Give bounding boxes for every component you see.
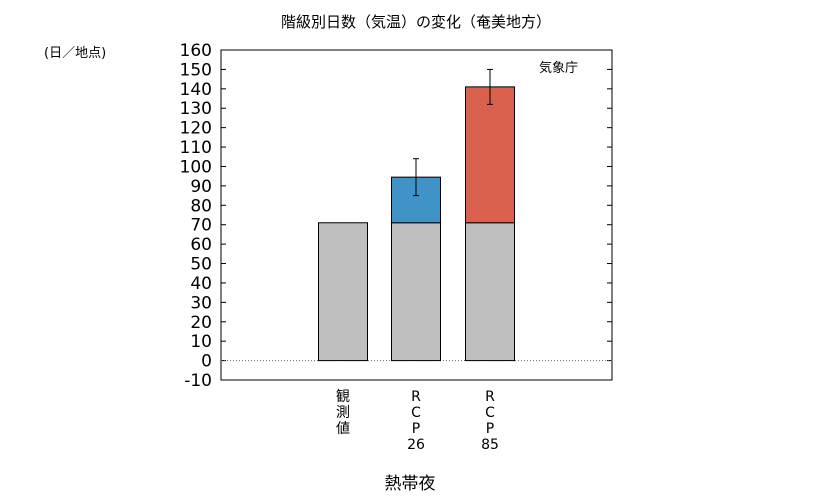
bar-segment bbox=[465, 222, 515, 362]
y-tick-label: -10 bbox=[184, 371, 212, 391]
plot-frame bbox=[220, 49, 613, 381]
y-tick-label: 80 bbox=[190, 196, 212, 216]
y-tick-label: 30 bbox=[190, 293, 212, 313]
bar-segment bbox=[318, 222, 368, 362]
category-label-line: 26 bbox=[407, 437, 425, 453]
category-label-line: 観 bbox=[336, 388, 350, 405]
y-tick-label: 100 bbox=[180, 157, 212, 177]
y-tick-label: 50 bbox=[190, 255, 212, 275]
source-label: 気象庁 bbox=[539, 60, 578, 76]
category-label-line: C bbox=[411, 405, 421, 421]
y-tick-label: 60 bbox=[190, 235, 212, 255]
category-label-line: 値 bbox=[336, 421, 350, 437]
y-axis-ticks: -100102030405060708090100110120130140150… bbox=[180, 41, 612, 391]
x-axis-label: 熱帯夜 bbox=[385, 474, 436, 494]
y-tick-label: 10 bbox=[190, 332, 212, 352]
category-label-line: P bbox=[486, 421, 494, 437]
bars-group bbox=[318, 86, 515, 362]
y-tick-label: 20 bbox=[190, 313, 212, 333]
y-tick-label: 70 bbox=[190, 216, 212, 236]
bar-segment bbox=[391, 222, 441, 362]
y-tick-label: 40 bbox=[190, 274, 212, 294]
category-label-line: 85 bbox=[481, 437, 499, 453]
category-label-line: R bbox=[485, 389, 495, 405]
y-tick-label: 130 bbox=[180, 99, 212, 119]
chart-title: 階級別日数（気温）の変化（奄美地方） bbox=[281, 13, 551, 31]
y-tick-label: 90 bbox=[190, 177, 212, 197]
y-tick-label: 160 bbox=[180, 41, 212, 61]
category-label-line: C bbox=[485, 405, 495, 421]
bar-segment bbox=[465, 86, 515, 224]
category-label-line: 測 bbox=[336, 405, 350, 421]
error-bars-group bbox=[413, 68, 493, 197]
y-tick-label: 120 bbox=[180, 119, 212, 139]
y-tick-label: 150 bbox=[180, 60, 212, 80]
y-tick-label: 0 bbox=[201, 352, 212, 372]
category-label-line: R bbox=[411, 389, 421, 405]
y-axis-unit-label: (日／地点) bbox=[44, 46, 106, 61]
y-tick-label: 110 bbox=[180, 138, 212, 158]
category-label-line: P bbox=[412, 421, 420, 437]
y-tick-label: 140 bbox=[180, 80, 212, 100]
